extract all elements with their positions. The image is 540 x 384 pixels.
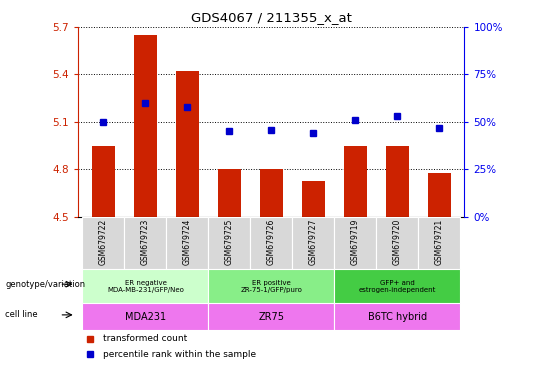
Bar [208,269,334,303]
Text: B6TC hybrid: B6TC hybrid [368,312,427,322]
Text: GFP+ and
estrogen-independent: GFP+ and estrogen-independent [359,280,436,293]
Text: GSM679727: GSM679727 [309,218,318,265]
Text: GSM679724: GSM679724 [183,218,192,265]
Bar [176,71,199,217]
Bar [83,217,124,269]
Bar [334,269,460,303]
Text: cell line: cell line [5,310,38,319]
Text: genotype/variation: genotype/variation [5,280,85,289]
Text: ZR75: ZR75 [258,312,285,322]
Text: GSM679721: GSM679721 [435,218,444,265]
Bar [134,35,157,217]
Bar [124,217,166,269]
Text: GSM679726: GSM679726 [267,218,276,265]
Title: GDS4067 / 211355_x_at: GDS4067 / 211355_x_at [191,11,352,24]
Bar [302,180,325,217]
Bar [418,217,460,269]
Bar [386,146,409,217]
Bar [334,303,460,330]
Bar [208,217,251,269]
Text: GSM679722: GSM679722 [99,218,108,265]
Bar [83,303,208,330]
Text: MDA231: MDA231 [125,312,166,322]
Bar [428,172,451,217]
Bar [251,217,292,269]
Bar [344,146,367,217]
Bar [334,217,376,269]
Bar [92,146,115,217]
Bar [376,217,419,269]
Bar [208,303,334,330]
Text: GSM679725: GSM679725 [225,218,234,265]
Text: percentile rank within the sample: percentile rank within the sample [103,350,256,359]
Text: transformed count: transformed count [103,334,187,343]
Text: ER negative
MDA-MB-231/GFP/Neo: ER negative MDA-MB-231/GFP/Neo [107,280,184,293]
Text: GSM679720: GSM679720 [393,218,402,265]
Bar [83,269,208,303]
Text: ER positive
ZR-75-1/GFP/puro: ER positive ZR-75-1/GFP/puro [240,280,302,293]
Text: GSM679723: GSM679723 [141,218,150,265]
Bar [292,217,334,269]
Bar [260,169,283,217]
Bar [166,217,208,269]
Text: GSM679719: GSM679719 [351,218,360,265]
Bar [218,169,241,217]
